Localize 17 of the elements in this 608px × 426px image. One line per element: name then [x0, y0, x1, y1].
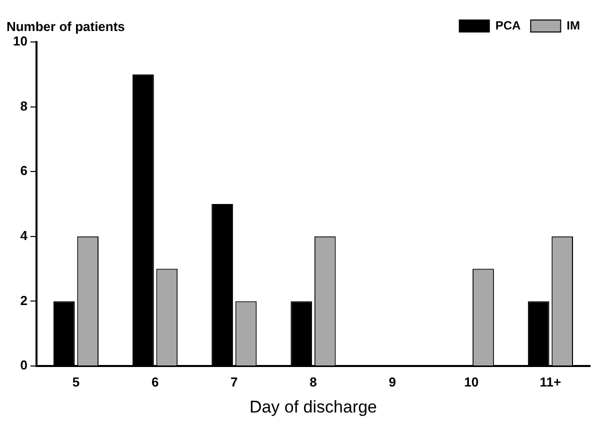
y-tick-label: 6 — [20, 163, 28, 178]
y-tick-label: 10 — [12, 34, 28, 49]
x-tick-label: 7 — [230, 374, 238, 390]
y-tick-label: 4 — [20, 228, 28, 243]
legend-label: PCA — [495, 18, 522, 32]
x-tick-label: 5 — [72, 374, 80, 390]
y-tick-label: 2 — [20, 292, 28, 308]
y-tick-label: 0 — [20, 358, 28, 373]
x-axis-title: Day of discharge — [249, 397, 378, 416]
x-tick-label: 6 — [151, 374, 159, 390]
y-axis-title: Number of patients — [6, 19, 125, 34]
y-tick-label: 8 — [20, 98, 28, 114]
x-tick-label: 11+ — [540, 374, 562, 390]
x-tick-label: 8 — [310, 374, 317, 390]
x-tick-label: 9 — [388, 374, 396, 390]
legend-label: IM — [566, 18, 580, 32]
x-tick-label: 10 — [464, 374, 479, 390]
